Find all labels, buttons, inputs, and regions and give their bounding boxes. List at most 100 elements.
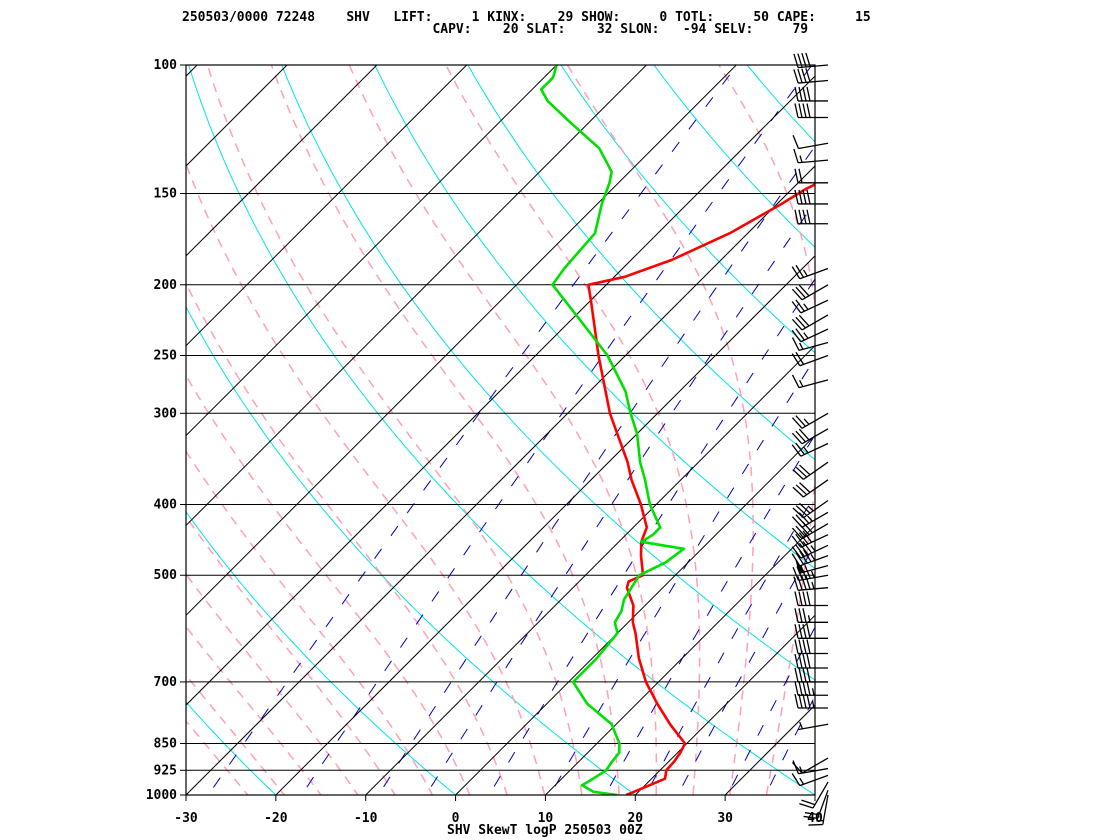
wind-barb [794, 639, 828, 655]
moist-adiabat-line [206, 65, 583, 795]
wind-barb-full [798, 428, 810, 441]
wind-barb-full [799, 803, 814, 809]
isotherm-line [186, 65, 648, 527]
wind-barb-shaft [822, 794, 829, 825]
wind-barb-full [791, 266, 801, 280]
wind-barb-full [802, 86, 807, 102]
wind-barb-full [797, 53, 803, 68]
wind-barb-full [798, 209, 803, 224]
dry-adiabat-line [281, 65, 815, 681]
wind-barb-half [810, 545, 816, 552]
dewpoint-profile [539, 65, 686, 795]
dry-adiabat-line [374, 65, 815, 570]
moist-adiabats [186, 65, 815, 795]
wind-barb-shaft [798, 723, 829, 731]
wind-barb [794, 667, 828, 683]
wind-barb-full [804, 812, 820, 816]
wind-barb-full [802, 693, 807, 709]
wind-barb-full [792, 486, 804, 498]
wind-barb-full [802, 541, 813, 554]
wind-barb-shaft [803, 461, 829, 480]
isotherm-line [186, 65, 198, 77]
wind-barb-shaft [798, 379, 829, 389]
wind-barb-full [808, 823, 823, 826]
wind-barb-full [795, 552, 805, 565]
wind-barb-full [791, 535, 802, 548]
moist-adiabat-line [566, 65, 754, 795]
wind-barb-half [810, 554, 816, 561]
pressure-tick-label: 850 [154, 736, 178, 751]
wind-barb [791, 541, 829, 559]
wind-barb-shaft [800, 328, 829, 343]
wind-barb-full [798, 591, 803, 606]
mixing-ratio-line [764, 694, 815, 795]
wind-barb-full [802, 103, 807, 118]
wind-barb-full [793, 69, 799, 84]
wind-barb-shaft [800, 544, 829, 559]
wind-barb [791, 374, 829, 389]
isotherm-line [724, 704, 815, 795]
dry-adiabats [186, 65, 815, 795]
wind-barb-full [794, 168, 799, 183]
wind-barb-shaft [803, 499, 829, 519]
wind-barb [794, 168, 828, 184]
moist-adiabat-line [186, 625, 322, 795]
dry-adiabat-line [188, 65, 815, 795]
wind-barb [799, 781, 829, 809]
mixing-ratio-line [549, 357, 815, 795]
wind-barb-full [794, 639, 799, 654]
wind-barb-full [791, 329, 802, 343]
wind-barb-half [807, 615, 811, 623]
wind-barb-half [803, 332, 809, 339]
wind-barb [794, 591, 828, 607]
wind-barb-full [806, 103, 811, 118]
wind-barb-full [795, 544, 805, 557]
wind-barb [794, 86, 828, 102]
wind-barb [794, 681, 828, 696]
wind-barb-full [803, 815, 818, 820]
mixing-ratio-line [207, 65, 738, 795]
pressure-tick-label: 150 [154, 187, 178, 202]
wind-barb-full [802, 189, 807, 205]
dry-adiabat-line [746, 65, 815, 143]
wind-barb-full [794, 693, 799, 709]
wind-barb-shaft [799, 267, 829, 280]
mixing-ratio-line [425, 201, 815, 795]
isotherm-line [186, 65, 737, 616]
wind-barb-shaft [801, 314, 829, 331]
wind-barb-full [794, 653, 799, 669]
wind-barb-shaft [798, 564, 829, 574]
wind-barb-full [794, 189, 799, 205]
wind-barb-full [798, 681, 803, 696]
wind-barb-shaft [801, 511, 829, 528]
dry-adiabat-line [467, 65, 815, 461]
wind-barb-full [806, 189, 811, 205]
wind-barb-full [802, 639, 807, 654]
wind-barb-full [802, 653, 807, 669]
moist-adiabat-line [186, 374, 471, 795]
wind-barb [791, 299, 829, 314]
wind-barb-full [798, 667, 803, 683]
wind-barb-full [798, 693, 803, 709]
isotherm-line [454, 434, 815, 795]
wind-barb-half [799, 342, 804, 350]
wind-barb-full [793, 148, 799, 163]
wind-barb [794, 209, 828, 225]
isotherm-line [875, 32, 1120, 826]
wind-barb-full [795, 351, 805, 365]
chart-title: SHV SkewT logP 250503 00Z [447, 823, 643, 838]
wind-barb [791, 549, 829, 567]
wind-barb-full [798, 189, 803, 205]
pressure-tick-label: 1000 [146, 788, 177, 803]
wind-barb-full [798, 653, 803, 669]
wind-barb-full [795, 430, 806, 443]
wind-barb-shaft [798, 142, 829, 150]
wind-barb-full [791, 553, 801, 567]
wind-barb-shaft [803, 479, 829, 498]
isotherm-line [186, 65, 558, 437]
wind-barb-shaft [812, 781, 829, 809]
wind-barb-full [792, 469, 804, 480]
wind-barb-full [802, 530, 813, 543]
wind-barb [791, 773, 829, 787]
